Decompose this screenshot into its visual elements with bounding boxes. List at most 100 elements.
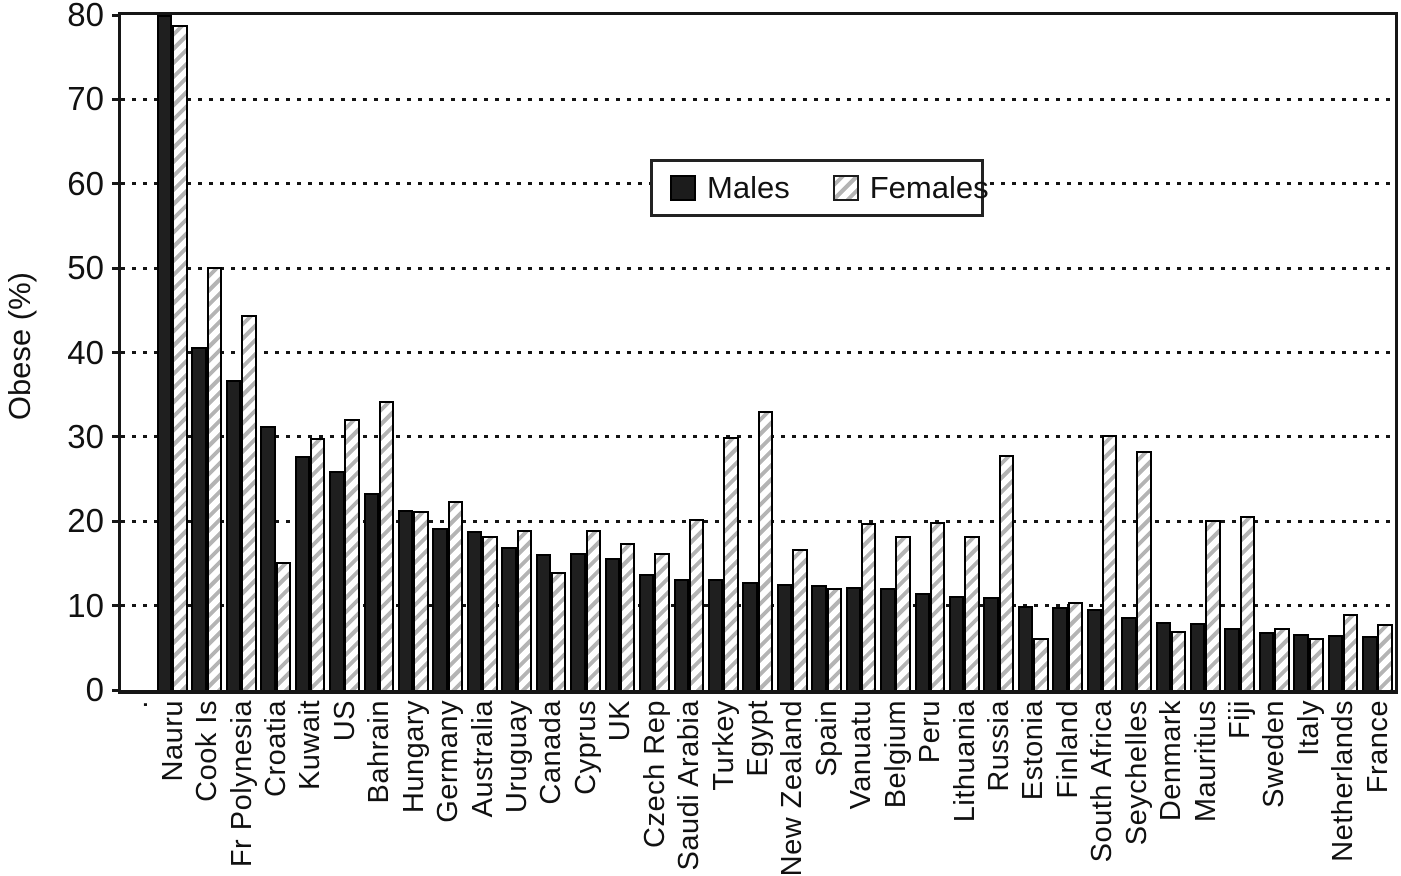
x-tick-label-Estonia: Estonia: [1017, 700, 1050, 801]
bar-male-Kuwait: [294, 456, 311, 690]
bar-male-Spain: [811, 585, 827, 690]
bar-male-Denmark: [1155, 621, 1171, 690]
bar-male-Lithuania: [948, 595, 965, 690]
bar-female-Sweden: [1274, 628, 1290, 690]
y-tick-label-10: 10: [67, 586, 104, 624]
bar-male-Croatia: [260, 425, 276, 690]
x-tick-label-New-Zealand: New Zealand: [776, 700, 809, 876]
y-tick-40: [112, 351, 121, 354]
bar-male-Turkey: [707, 579, 724, 690]
bar-female-Finland: [1067, 602, 1083, 690]
x-tick-label-France: France: [1361, 700, 1394, 794]
legend-label-males: Males: [707, 170, 790, 205]
gridline-70: [121, 97, 1395, 101]
males-swatch-icon: [670, 175, 696, 201]
bar-female-Croatia: [275, 561, 292, 690]
bar-female-Egypt: [757, 410, 774, 690]
y-tick-0: [112, 688, 121, 692]
x-tick-label-Belgium: Belgium: [879, 700, 912, 809]
x-tick-label--: .: [122, 700, 155, 709]
bar-female-Fiji: [1239, 516, 1256, 690]
x-tick-label-Turkey: Turkey: [707, 700, 740, 791]
bar-male-Hungary: [398, 510, 414, 690]
bar-female-Peru: [929, 522, 946, 690]
y-tick-50: [112, 266, 121, 270]
bar-female-Cyprus: [585, 529, 601, 690]
x-tick-label-Netherlands: Netherlands: [1327, 700, 1360, 862]
bar-female-South-Africa: [1102, 435, 1118, 690]
y-tick-label-70: 70: [67, 80, 104, 118]
bar-female-Seychelles: [1136, 451, 1152, 690]
bar-male-Vanuatu: [845, 587, 862, 690]
y-tick-label-0: 0: [85, 671, 104, 708]
bar-male-Cook-Is: [191, 346, 207, 690]
bar-male-Bahrain: [363, 492, 380, 690]
y-tick-80: [112, 13, 121, 17]
bar-female-Kuwait: [310, 437, 326, 690]
bar-male-Peru: [914, 592, 930, 690]
x-tick-label-Denmark: Denmark: [1155, 700, 1188, 822]
bar-male-New-Zealand: [776, 583, 793, 690]
bar-male-Russia: [983, 597, 999, 690]
y-tick-70: [112, 97, 121, 101]
y-axis-title: Obese (%): [2, 272, 37, 421]
x-tick-label-Russia: Russia: [983, 700, 1016, 792]
x-tick-label-Spain: Spain: [810, 700, 843, 777]
bar-male-Nauru: [157, 15, 173, 690]
bar-female-Canada: [551, 571, 567, 690]
bar-male-Italy: [1293, 634, 1309, 690]
x-tick-label-Czech-Rep: Czech Rep: [638, 700, 671, 848]
females-swatch-icon: [832, 175, 859, 201]
bar-male-US: [329, 470, 345, 690]
y-tick-label-80: 80: [67, 0, 104, 33]
bar-female-Uruguay: [516, 529, 533, 690]
gridline-50: [121, 266, 1395, 270]
bar-male-Australia: [466, 531, 483, 690]
bar-female-Bahrain: [378, 401, 395, 690]
y-tick-label-60: 60: [67, 164, 104, 202]
bar-female-Germany: [447, 501, 464, 690]
bar-female-Cook-Is: [206, 267, 223, 690]
bar-female-Denmark: [1170, 630, 1187, 690]
bar-male-Czech-Rep: [639, 573, 655, 690]
bar-female-Russia: [998, 455, 1015, 690]
legend: Males Females: [650, 159, 989, 217]
x-tick-label-UK: UK: [604, 700, 637, 742]
bar-female-Czech-Rep: [654, 553, 670, 690]
x-tick-label-Peru: Peru: [914, 700, 947, 764]
bar-male-Fiji: [1224, 628, 1240, 690]
bar-male-Saudi-Arabia: [673, 579, 689, 690]
bar-male-Cyprus: [570, 553, 586, 690]
y-tick-30: [112, 435, 121, 439]
x-tick-label-Kuwait: Kuwait: [294, 700, 327, 791]
legend-label-females: Females: [869, 170, 989, 205]
x-tick-label-Fiji: Fiji: [1224, 700, 1257, 740]
bar-female-Mauritius: [1205, 519, 1221, 690]
bar-male-Netherlands: [1327, 635, 1344, 690]
x-tick-label-Croatia: Croatia: [259, 700, 292, 797]
bar-male-Seychelles: [1121, 617, 1137, 690]
x-tick-label-Bahrain: Bahrain: [363, 700, 396, 804]
x-tick-label-Canada: Canada: [535, 700, 568, 805]
bar-female-Fr-Polynesia: [241, 314, 257, 690]
bar-female-France: [1377, 624, 1393, 690]
bar-female-Belgium: [895, 535, 911, 690]
bar-female-Lithuania: [964, 535, 980, 690]
x-tick-label-Fr-Polynesia: Fr Polynesia: [225, 700, 258, 868]
plot-area: [121, 15, 1395, 690]
y-tick-20: [112, 519, 121, 523]
x-tick-label-Italy: Italy: [1292, 700, 1325, 756]
bar-female-Nauru: [172, 25, 188, 690]
x-tick-label-Germany: Germany: [432, 700, 465, 823]
bar-female-Saudi-Arabia: [688, 518, 705, 690]
bar-male-UK: [604, 558, 621, 690]
y-tick-label-20: 20: [67, 502, 104, 540]
bar-male-South-Africa: [1086, 609, 1103, 690]
y-tick-10: [112, 604, 121, 608]
bar-female-Hungary: [413, 511, 429, 690]
x-tick-label-Seychelles: Seychelles: [1120, 700, 1153, 846]
x-tick-label-Australia: Australia: [466, 700, 499, 818]
bar-female-Spain: [826, 587, 842, 690]
gridline-40: [121, 351, 1395, 354]
bar-female-Estonia: [1033, 637, 1049, 690]
